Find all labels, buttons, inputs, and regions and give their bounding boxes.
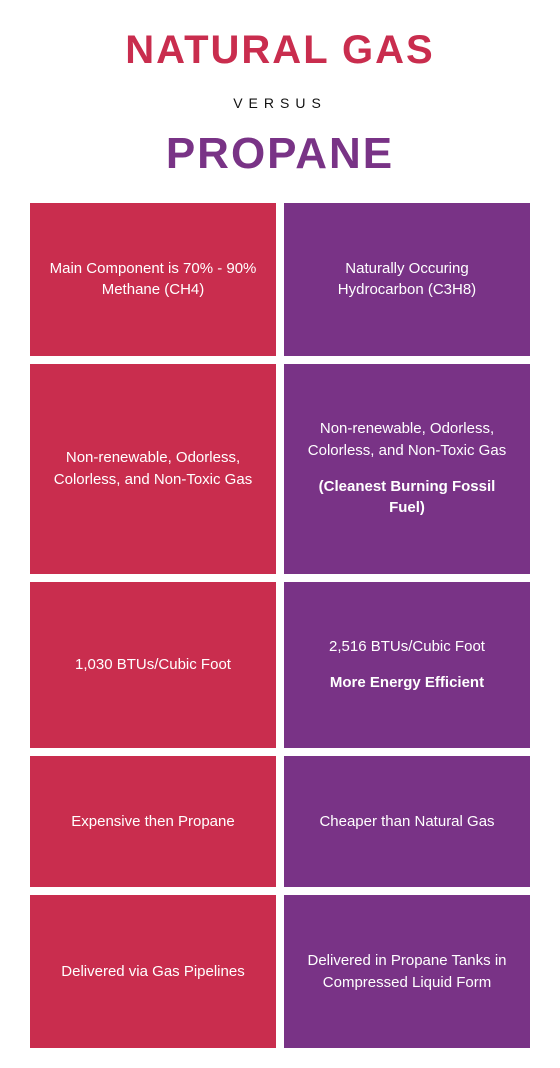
cell-text: Non-renewable, Odorless, Colorless, and …	[302, 418, 512, 462]
cell-text: Delivered in Propane Tanks in Compressed…	[302, 950, 512, 994]
cell-left-4: Delivered via Gas Pipelines	[30, 895, 276, 1048]
infographic-container: NATURAL GAS VERSUS PROPANE Main Componen…	[0, 0, 560, 1068]
cell-left-1: Non-renewable, Odorless, Colorless, and …	[30, 364, 276, 574]
cell-text: Naturally Occuring Hydrocarbon (C3H8)	[302, 258, 512, 302]
comparison-grid: Main Component is 70% - 90% Methane (CH4…	[30, 203, 530, 1048]
cell-right-0: Naturally Occuring Hydrocarbon (C3H8)	[284, 203, 530, 356]
cell-right-1: Non-renewable, Odorless, Colorless, and …	[284, 364, 530, 574]
cell-subtext: More Energy Efficient	[330, 672, 484, 694]
header: NATURAL GAS VERSUS PROPANE	[30, 28, 530, 179]
cell-text: Delivered via Gas Pipelines	[61, 961, 244, 983]
versus-label: VERSUS	[30, 95, 530, 111]
cell-text: Expensive then Propane	[71, 811, 234, 833]
cell-left-2: 1,030 BTUs/Cubic Foot	[30, 582, 276, 749]
title-natural-gas: NATURAL GAS	[30, 28, 530, 73]
cell-subtext: (Cleanest Burning Fossil Fuel)	[302, 476, 512, 520]
cell-text: Cheaper than Natural Gas	[319, 811, 494, 833]
cell-right-3: Cheaper than Natural Gas	[284, 756, 530, 887]
cell-text: 2,516 BTUs/Cubic Foot	[329, 636, 485, 658]
cell-text: Main Component is 70% - 90% Methane (CH4…	[48, 258, 258, 302]
cell-right-2: 2,516 BTUs/Cubic Foot More Energy Effici…	[284, 582, 530, 749]
cell-left-0: Main Component is 70% - 90% Methane (CH4…	[30, 203, 276, 356]
cell-text: 1,030 BTUs/Cubic Foot	[75, 654, 231, 676]
cell-text: Non-renewable, Odorless, Colorless, and …	[48, 447, 258, 491]
cell-right-4: Delivered in Propane Tanks in Compressed…	[284, 895, 530, 1048]
cell-left-3: Expensive then Propane	[30, 756, 276, 887]
title-propane: PROPANE	[30, 129, 530, 179]
